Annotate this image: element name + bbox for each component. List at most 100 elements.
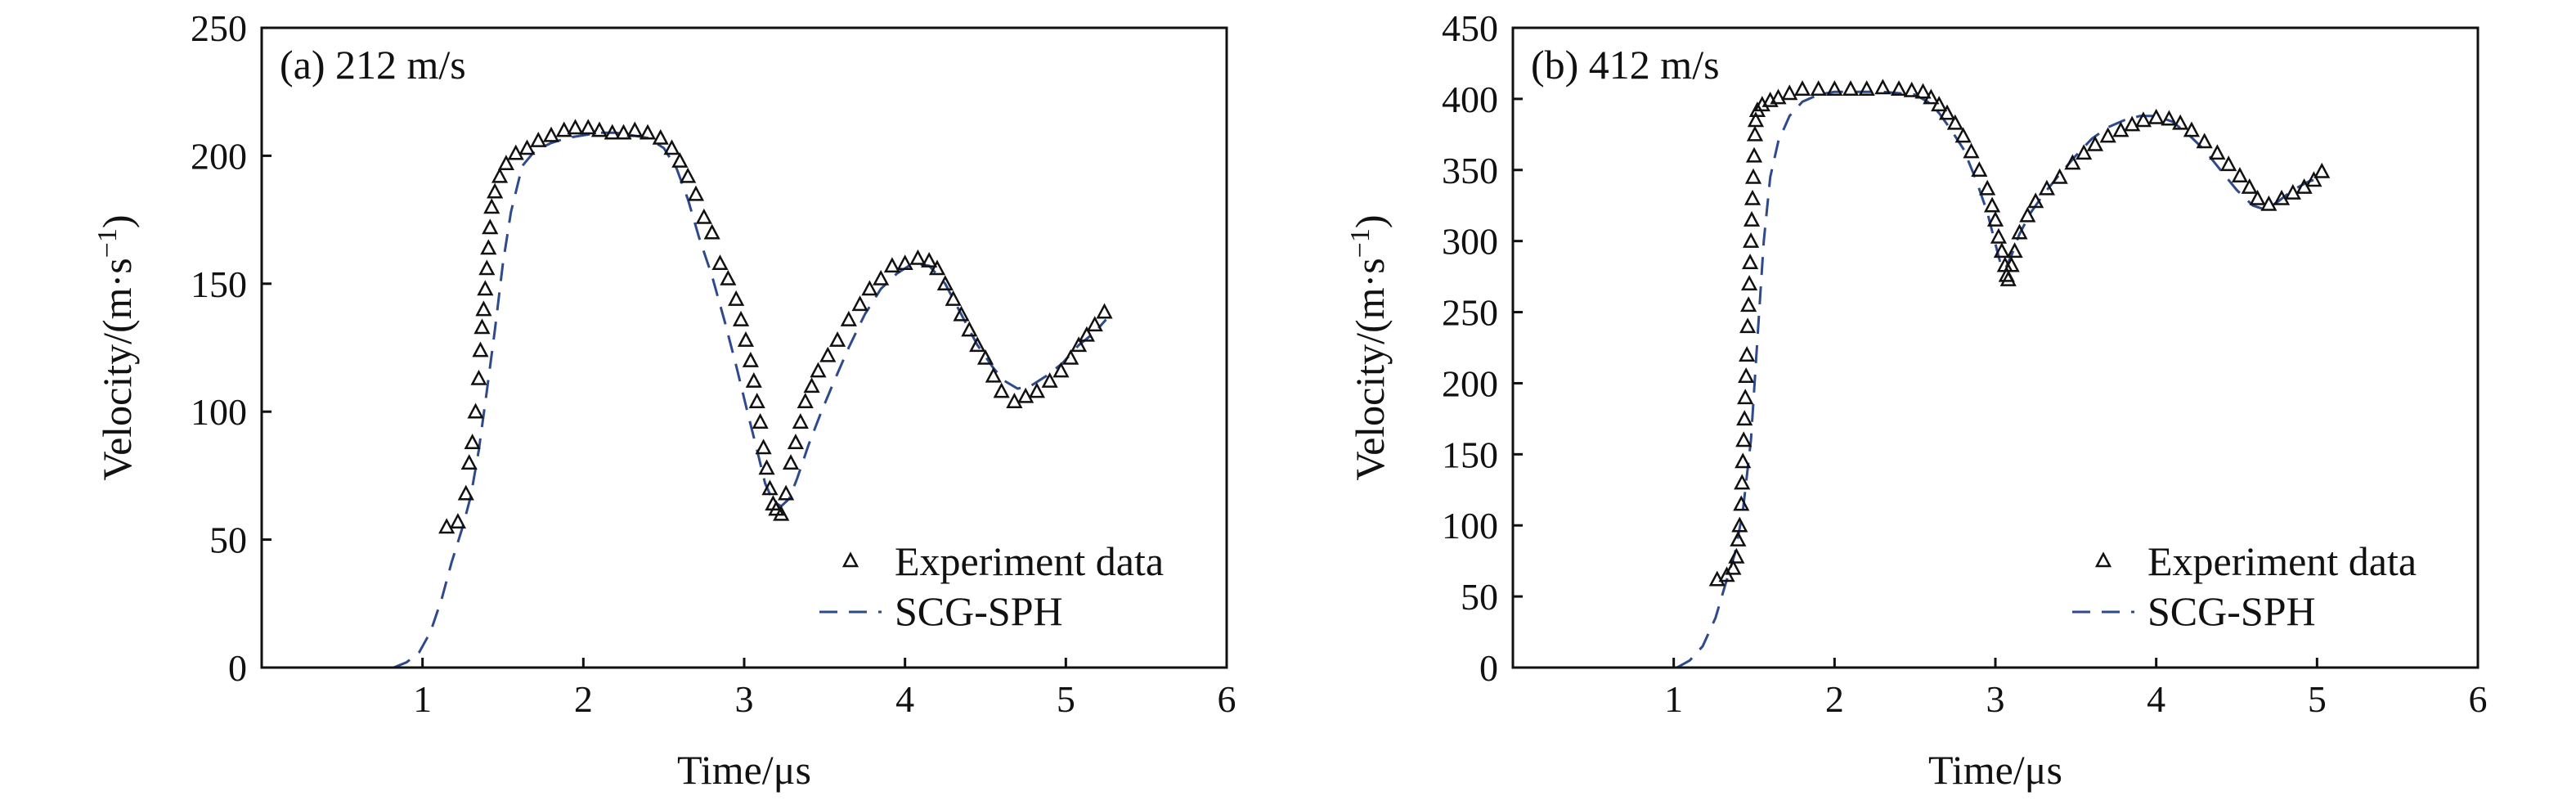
y-axis-label-b: Velocity/(m·s−1) xyxy=(1345,214,1393,480)
y-tick-label-b-0: 0 xyxy=(1479,647,1498,689)
data-point-b-40 xyxy=(1931,96,1948,112)
data-point-a-74 xyxy=(969,336,986,353)
panel-label-b: (b) 412 m/s xyxy=(1531,42,1720,88)
data-point-b-78 xyxy=(2260,195,2278,211)
data-point-b-69 xyxy=(2161,110,2178,126)
y-axis-label-a: Velocity/(m·s−1) xyxy=(92,214,140,480)
data-point-b-36 xyxy=(1890,80,1908,96)
data-point-a-19 xyxy=(518,139,536,155)
x-tick-label-a-4: 4 xyxy=(895,678,914,720)
data-point-b-79 xyxy=(2273,189,2291,205)
data-point-a-58 xyxy=(810,362,827,378)
y-axis-label-a-sup: −1 xyxy=(92,228,123,258)
data-point-a-31 xyxy=(663,139,680,155)
data-point-a-35 xyxy=(695,208,712,224)
y-tick-label-a-150: 150 xyxy=(191,263,247,305)
data-point-a-85 xyxy=(1078,326,1095,342)
data-point-a-26 xyxy=(604,124,621,140)
chart-panel-b: 1 2 3 4 5 6 0 50 100 150 200 250 300 350 400 450 (b) 4… xyxy=(1345,7,2488,793)
data-point-a-10 xyxy=(477,280,494,296)
y-tick-label-a-50: 50 xyxy=(209,519,247,561)
data-point-a-2 xyxy=(457,484,474,501)
y-tick-label-b-400: 400 xyxy=(1442,79,1498,120)
data-point-a-12 xyxy=(480,239,497,255)
data-point-b-31 xyxy=(1810,80,1827,96)
x-tick-label-b-1: 1 xyxy=(1664,678,1683,720)
data-point-b-71 xyxy=(2183,121,2201,137)
data-point-a-71 xyxy=(945,290,962,306)
y-tick-label-b-350: 350 xyxy=(1442,150,1498,191)
data-point-b-68 xyxy=(2147,108,2165,124)
data-point-b-49 xyxy=(1990,227,2008,244)
y-tick-label-a-200: 200 xyxy=(191,135,247,177)
data-point-b-72 xyxy=(2196,133,2213,149)
data-point-a-38 xyxy=(720,269,737,286)
legend-a: Experiment data SCG-SPH xyxy=(819,538,1164,634)
data-point-a-46 xyxy=(755,438,772,455)
y-tick-label-a-250: 250 xyxy=(191,7,247,49)
data-point-b-7 xyxy=(1734,474,1751,490)
data-point-b-3 xyxy=(1728,547,1745,564)
data-point-a-60 xyxy=(828,331,846,347)
data-point-a-72 xyxy=(953,305,970,322)
data-point-b-37 xyxy=(1903,81,1920,97)
y-tick-label-b-450: 450 xyxy=(1442,7,1498,49)
data-point-a-14 xyxy=(483,198,500,214)
data-point-b-24 xyxy=(1747,111,1765,128)
x-tick-label-a-6: 6 xyxy=(1218,678,1236,720)
data-point-b-2 xyxy=(1725,559,1742,575)
data-point-b-47 xyxy=(1983,196,2001,213)
data-point-b-57 xyxy=(2019,206,2036,223)
data-point-a-70 xyxy=(936,275,954,291)
data-point-b-18 xyxy=(1742,232,1760,248)
data-point-b-83 xyxy=(2313,162,2331,178)
data-point-a-80 xyxy=(1028,382,1046,398)
data-point-b-73 xyxy=(2209,144,2226,160)
data-point-a-87 xyxy=(1096,303,1113,319)
data-point-a-29 xyxy=(639,124,657,140)
data-point-b-12 xyxy=(1738,367,1755,384)
data-point-b-42 xyxy=(1946,114,1963,130)
data-point-b-17 xyxy=(1741,254,1759,269)
data-point-b-11 xyxy=(1737,389,1754,405)
chart-panel-a: 1 2 3 4 5 6 0 50 100 150 200 250 (a) 212 m/s Time/… xyxy=(92,7,1236,793)
data-point-a-69 xyxy=(928,259,946,276)
data-point-b-28 xyxy=(1770,88,1787,105)
data-point-a-68 xyxy=(921,251,938,268)
data-point-b-48 xyxy=(1986,210,2004,227)
data-point-a-47 xyxy=(758,459,775,475)
data-point-a-61 xyxy=(840,310,857,326)
data-point-b-13 xyxy=(1739,346,1756,362)
data-point-a-54 xyxy=(787,434,805,449)
y-tick-label-b-50: 50 xyxy=(1461,576,1498,618)
x-tick-label-a-1: 1 xyxy=(413,678,432,720)
data-point-a-78 xyxy=(1006,393,1023,408)
x-axis-ticks-a: 1 2 3 4 5 6 xyxy=(413,658,1236,720)
data-point-b-4 xyxy=(1730,530,1747,546)
data-point-a-77 xyxy=(993,382,1010,398)
data-point-a-6 xyxy=(470,369,487,385)
data-point-b-9 xyxy=(1735,431,1752,447)
legend-label-a-scg: SCG-SPH xyxy=(895,588,1063,634)
data-point-a-27 xyxy=(615,124,632,140)
data-point-a-65 xyxy=(883,257,901,273)
data-point-b-32 xyxy=(1826,80,1843,96)
data-point-b-80 xyxy=(2284,183,2301,200)
data-point-b-54 xyxy=(2003,256,2020,272)
y-axis-label-a-close: ) xyxy=(94,214,140,228)
data-point-b-5 xyxy=(1731,516,1748,533)
data-point-a-82 xyxy=(1052,362,1070,378)
data-point-a-8 xyxy=(473,318,491,335)
y-tick-label-b-300: 300 xyxy=(1442,221,1498,263)
y-axis-label-b-main: Velocity/(m·s xyxy=(1347,258,1393,480)
data-point-b-16 xyxy=(1741,275,1758,291)
x-tick-label-b-4: 4 xyxy=(2147,678,2165,720)
data-point-b-6 xyxy=(1733,495,1750,511)
legend-label-b-experiment: Experiment data xyxy=(2147,538,2417,584)
y-tick-label-b-200: 200 xyxy=(1442,362,1498,404)
data-point-a-15 xyxy=(487,182,504,199)
data-point-a-48 xyxy=(761,479,779,496)
data-point-b-82 xyxy=(2305,171,2322,187)
data-point-a-42 xyxy=(742,351,759,367)
